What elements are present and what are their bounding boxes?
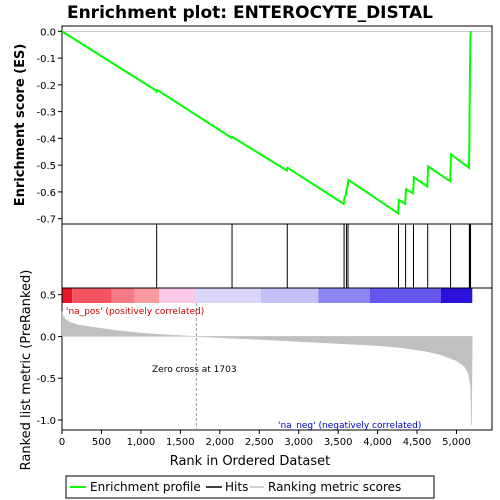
- x-tick-label: 0: [59, 437, 65, 448]
- x-tick-label: 4,000: [363, 437, 392, 448]
- metric-y-axis-label: Ranked list metric (PreRanked): [19, 270, 34, 471]
- metric-y-ticks: 0.5 0.0 -0.5 -1.0: [36, 291, 62, 427]
- x-tick-label: 1,500: [166, 437, 195, 448]
- x-tick-label: 500: [92, 437, 111, 448]
- ranking-metric-series: [61, 311, 473, 426]
- x-tick-label: 3,000: [284, 437, 313, 448]
- es-y-tick-label: -0.5: [36, 161, 56, 172]
- na-neg-annotation: 'na_neg' (negatively correlated): [278, 421, 421, 431]
- x-tick-label: 4,500: [403, 437, 432, 448]
- x-tick-label: 3,500: [324, 437, 353, 448]
- es-y-axis-label: Enrichment score (ES): [13, 44, 28, 207]
- legend-hits-label: Hits: [225, 480, 248, 494]
- color-bar-segment: [134, 288, 160, 303]
- es-y-tick-label: -0.3: [36, 108, 56, 119]
- x-tick-label: 2,000: [205, 437, 234, 448]
- color-bar-segment: [159, 288, 197, 303]
- legend-enrichment-label: Enrichment profile: [90, 480, 201, 494]
- legend: Enrichment profile Hits Ranking metric s…: [65, 475, 435, 499]
- es-y-tick-label: -0.6: [36, 188, 56, 199]
- es-y-tick-label: -0.7: [36, 215, 56, 226]
- es-y-ticks: 0.0 -0.1 -0.2 -0.3 -0.4 -0.5 -0.6 -0.7: [36, 27, 62, 226]
- rank-color-bar: [62, 288, 473, 303]
- es-y-tick-label: -0.1: [36, 54, 56, 65]
- es-y-tick-label: -0.4: [36, 134, 56, 145]
- es-y-tick-label: -0.2: [36, 81, 56, 92]
- metric-y-tick-label: -0.5: [36, 374, 56, 385]
- metric-y-tick-label: 0.0: [40, 332, 56, 343]
- es-y-tick-label: 0.0: [40, 27, 56, 38]
- x-axis-label: Rank in Ordered Dataset: [170, 454, 331, 469]
- ranking-metric-area: [61, 311, 473, 426]
- metric-y-tick-label: 0.5: [40, 291, 56, 302]
- color-bar-segment: [111, 288, 135, 303]
- x-tick-label: 2,500: [245, 437, 274, 448]
- color-bar-segment: [196, 288, 261, 303]
- hits-panel-frame: [61, 223, 493, 289]
- legend-metric-label: Ranking metric scores: [268, 480, 401, 494]
- color-bar-segment: [62, 288, 73, 303]
- color-bar-segment: [260, 288, 319, 303]
- color-bar-segment: [369, 288, 441, 303]
- hits-markers: [156, 224, 472, 288]
- x-tick-label: 1,000: [127, 437, 156, 448]
- color-bar-segment: [318, 288, 370, 303]
- metric-plot-frame: [61, 287, 493, 431]
- zero-cross-annotation: Zero cross at 1703: [152, 365, 237, 375]
- enrichment-profile-series: [61, 30, 472, 216]
- x-tick-label: 5,000: [442, 437, 471, 448]
- color-bar-segment: [440, 288, 473, 303]
- chart-title: Enrichment plot: ENTEROCYTE_DISTAL: [67, 3, 433, 23]
- enrichment-profile-line: [61, 30, 472, 216]
- es-plot-frame: [61, 25, 493, 225]
- color-bar-segment: [72, 288, 112, 303]
- metric-y-tick-label: -1.0: [36, 416, 56, 427]
- x-axis-ticks: 0 500 1,000 1,500 2,000 2,500 3,000 3,500 4,000 4…: [59, 430, 471, 448]
- na-pos-annotation: 'na_pos' (positively correlated): [66, 307, 204, 317]
